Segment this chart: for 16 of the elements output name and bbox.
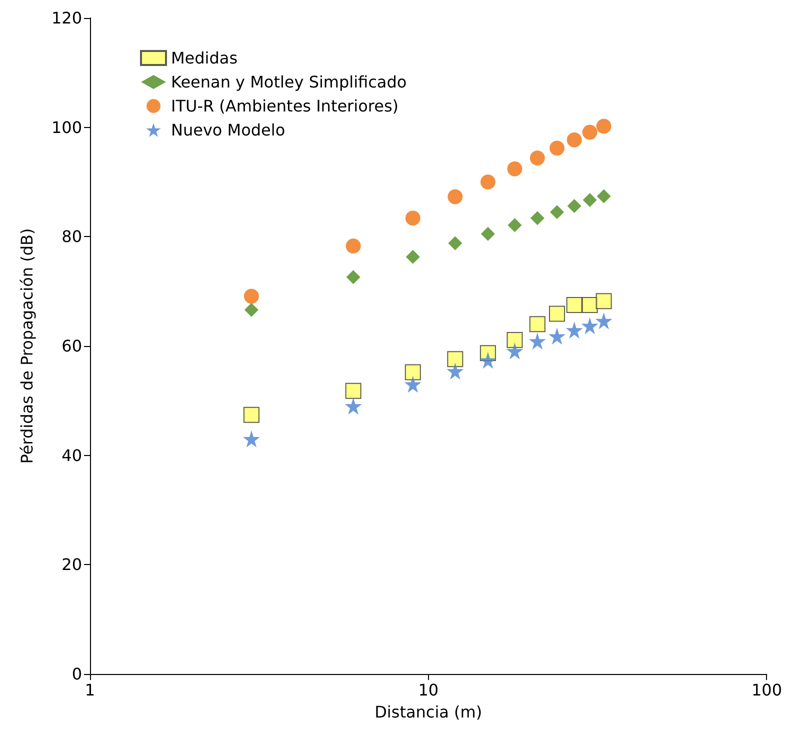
y-tick-label: 60 — [62, 336, 82, 356]
y-tick-label: 80 — [62, 227, 82, 246]
legend-label: ITU-R (Ambientes Interiores) — [171, 96, 399, 116]
x-axis-title: Distancia (m) — [374, 702, 482, 722]
y-tick-label: 20 — [62, 555, 82, 574]
y-tick-label: 0 — [72, 664, 82, 684]
y-tick-label: 100 — [51, 118, 82, 137]
x-tick-label: 10 — [418, 680, 439, 700]
x-tick-label: 1 — [84, 680, 96, 700]
y-tick-label: 120 — [51, 8, 82, 28]
x-tick-label: 100 — [751, 680, 782, 700]
legend-label: Nuevo Modelo — [171, 120, 286, 140]
y-tick-label: 40 — [62, 446, 82, 465]
legend-label: Medidas — [171, 48, 238, 68]
legend-label: Keenan y Motley Simplificado — [171, 72, 407, 92]
y-axis-title: Pérdidas de Propagación (dB) — [18, 228, 36, 464]
